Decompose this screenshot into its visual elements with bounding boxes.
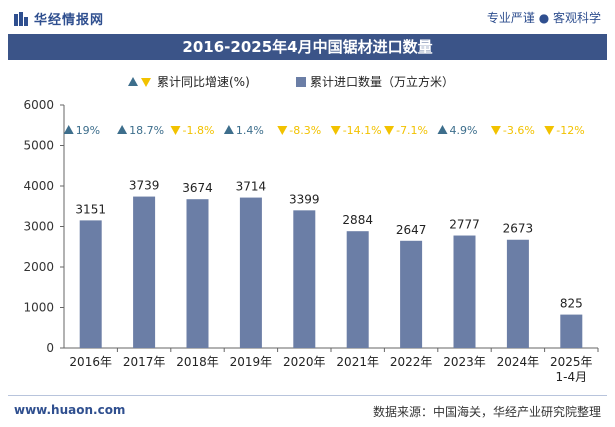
legend-bar-swatch bbox=[296, 77, 306, 87]
legend-series-label: 累计进口数量（万立方米） bbox=[310, 74, 454, 89]
growth-label: -12% bbox=[556, 124, 584, 137]
growth-down-arrow-icon bbox=[277, 126, 288, 135]
bar-value-label: 825 bbox=[560, 297, 583, 311]
y-tick-label: 1000 bbox=[23, 301, 54, 315]
growth-label: -14.1% bbox=[343, 124, 382, 137]
bar bbox=[560, 314, 583, 348]
bar bbox=[133, 196, 156, 348]
growth-down-arrow-icon bbox=[330, 126, 341, 135]
y-tick-label: 3000 bbox=[23, 220, 54, 234]
growth-up-arrow-icon bbox=[437, 125, 448, 134]
legend-up-arrow-icon bbox=[128, 77, 138, 86]
growth-down-arrow-icon bbox=[384, 126, 395, 135]
bar-value-label: 3714 bbox=[236, 180, 267, 194]
footer: www.huaon.com 数据来源：中国海关，华经产业研究院整理 bbox=[0, 397, 615, 427]
growth-label: -3.6% bbox=[503, 124, 535, 137]
bar-value-label: 3739 bbox=[129, 179, 160, 193]
y-tick-label: 5000 bbox=[23, 139, 54, 153]
bar bbox=[346, 231, 369, 348]
x-tick-label: 2018年 bbox=[176, 355, 219, 369]
x-tick-label: 2024年 bbox=[497, 355, 540, 369]
growth-down-arrow-icon bbox=[544, 126, 555, 135]
bar-value-label: 2647 bbox=[396, 223, 427, 237]
x-tick-label: 2021年 bbox=[336, 355, 379, 369]
footer-url[interactable]: www.huaon.com bbox=[14, 403, 126, 417]
growth-down-arrow-icon bbox=[490, 126, 501, 135]
x-tick-label: 2025年 bbox=[550, 355, 593, 369]
chart-title: 2016-2025年4月中国锯材进口数量 bbox=[8, 34, 607, 60]
bar-value-label: 2884 bbox=[342, 213, 373, 227]
x-tick-label: 2020年 bbox=[283, 355, 326, 369]
growth-label: -1.8% bbox=[183, 124, 215, 137]
growth-label: 18.7% bbox=[129, 124, 164, 137]
growth-up-arrow-icon bbox=[223, 125, 234, 134]
y-tick-label: 4000 bbox=[23, 179, 54, 193]
growth-label: -7.1% bbox=[396, 124, 428, 137]
bar-value-label: 2673 bbox=[503, 222, 534, 236]
bar-value-label: 2777 bbox=[449, 218, 480, 232]
legend-down-arrow-icon bbox=[141, 78, 151, 87]
y-tick-label: 2000 bbox=[23, 260, 54, 274]
bar-value-label: 3151 bbox=[75, 202, 106, 216]
growth-up-arrow-icon bbox=[63, 125, 74, 134]
bar-value-label: 3399 bbox=[289, 192, 320, 206]
brand-name: 华经情报网 bbox=[34, 13, 105, 28]
top-bar: 华经情报网 专业严谨 ● 客观科学 bbox=[0, 0, 615, 34]
x-tick-label: 2022年 bbox=[390, 355, 433, 369]
growth-down-arrow-icon bbox=[170, 126, 181, 135]
bar bbox=[453, 235, 476, 348]
x-tick-label: 2019年 bbox=[230, 355, 273, 369]
legend-growth-label: 累计同比增速(%) bbox=[157, 75, 250, 89]
y-tick-label: 0 bbox=[46, 341, 54, 355]
x-tick-label: 2016年 bbox=[69, 355, 112, 369]
bar bbox=[506, 239, 529, 348]
x-tick-label: 2023年 bbox=[443, 355, 486, 369]
growth-label: 1.4% bbox=[236, 124, 264, 137]
footer-divider bbox=[8, 395, 607, 396]
x-tick-label: 2017年 bbox=[123, 355, 166, 369]
bar bbox=[293, 210, 316, 348]
brand-logo-icon bbox=[14, 11, 28, 26]
growth-label: 19% bbox=[76, 124, 100, 137]
growth-label: 4.9% bbox=[450, 124, 478, 137]
growth-up-arrow-icon bbox=[117, 125, 128, 134]
tagline: 专业严谨 ● 客观科学 bbox=[486, 11, 601, 25]
bar-value-label: 3674 bbox=[182, 181, 213, 195]
bar bbox=[186, 199, 209, 348]
growth-label: -8.3% bbox=[289, 124, 321, 137]
data-source: 数据来源：中国海关，华经产业研究院整理 bbox=[372, 405, 601, 419]
bar bbox=[400, 240, 423, 348]
brand: 华经情报网 bbox=[14, 9, 104, 28]
bar bbox=[239, 197, 262, 348]
x-tick-label: 1-4月 bbox=[555, 370, 587, 384]
y-tick-label: 6000 bbox=[23, 98, 54, 112]
bar bbox=[79, 220, 102, 348]
bar-chart: 0 1000 2000 3000 4000 5000 6000 3151 2016年 19% 373… bbox=[23, 74, 599, 384]
